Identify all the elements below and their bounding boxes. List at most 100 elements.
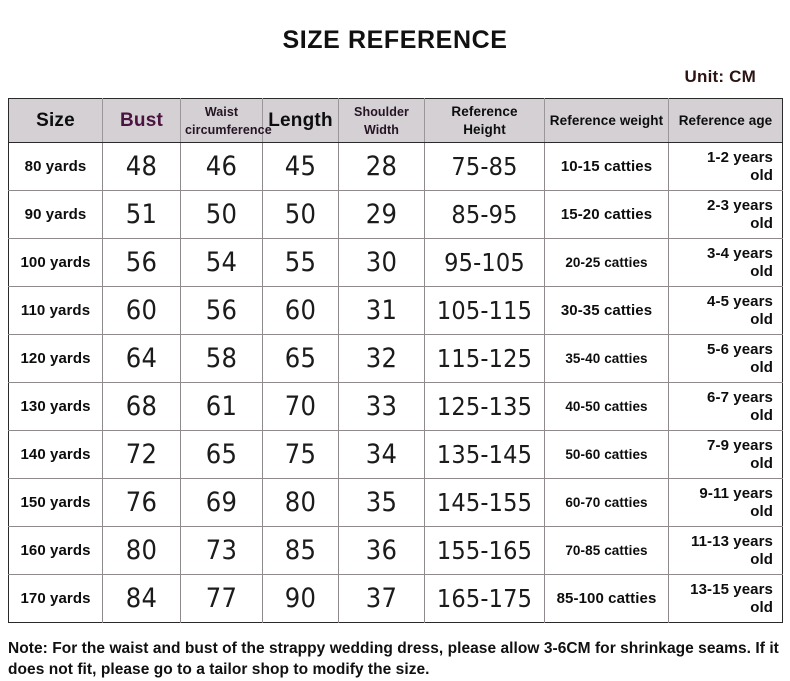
cell-size-value: 110 yards — [20, 301, 91, 319]
page-title: SIZE REFERENCE — [282, 26, 508, 54]
cell-shoulder-value: 37 — [365, 583, 398, 614]
cell-waist: 61 — [180, 382, 263, 431]
cell-shoulder-value: 36 — [365, 535, 398, 566]
cell-age-line1: 4-5 years — [707, 293, 773, 311]
column-header-waist-circumference: Waist circumference — [180, 98, 272, 143]
cell-waist: 56 — [180, 286, 263, 335]
cell-waist-value: 65 — [205, 439, 238, 470]
column-header-shoulder-width: Shoulder Width — [338, 98, 425, 143]
cell-age-line1: 13-15 years — [690, 581, 773, 599]
cell-bust: 72 — [102, 430, 181, 479]
cell-shoulder: 37 — [338, 574, 425, 623]
cell-length-value: 65 — [284, 343, 317, 374]
cell-weight-value: 70-85 catties — [565, 542, 648, 558]
cell-weight-value: 10-15 catties — [560, 157, 653, 175]
cell-bust: 64 — [102, 334, 181, 383]
cell-bust: 48 — [102, 142, 181, 191]
cell-weight-value: 40-50 catties — [565, 398, 648, 414]
cell-height-value: 135-145 — [436, 440, 533, 469]
cell-shoulder-value: 30 — [365, 247, 398, 278]
cell-size: 100 yards — [8, 238, 103, 287]
column-header-size: Size — [8, 98, 103, 143]
title-block: SIZE REFERENCE — [0, 0, 790, 53]
cell-age-line2: old — [750, 262, 773, 280]
cell-age: 11-13 years old — [668, 526, 783, 575]
cell-age-line2: old — [750, 550, 773, 568]
cell-bust-value: 68 — [125, 391, 158, 422]
cell-weight: 40-50 catties — [544, 382, 669, 431]
cell-height: 75-85 — [424, 142, 545, 191]
cell-size: 120 yards — [8, 334, 103, 383]
cell-bust: 84 — [102, 574, 181, 623]
cell-age-line1: 5-6 years — [707, 341, 773, 359]
column-header-length: Length — [262, 98, 339, 143]
cell-age-line1: 6-7 years — [707, 389, 773, 407]
cell-age-line2: old — [750, 214, 773, 232]
cell-size: 160 yards — [8, 526, 103, 575]
cell-weight-value: 20-25 catties — [565, 254, 648, 270]
cell-shoulder: 33 — [338, 382, 425, 431]
cell-age-line1: 11-13 years — [690, 533, 773, 551]
cell-age-line1: 3-4 years — [707, 245, 773, 263]
cell-shoulder-value: 35 — [365, 487, 398, 518]
cell-waist-value: 50 — [205, 199, 238, 230]
cell-age: 1-2 years old — [668, 142, 783, 191]
cell-shoulder: 29 — [338, 190, 425, 239]
cell-shoulder-value: 29 — [365, 199, 398, 230]
size-reference-table-container: Size Bust Waist circumference Length Sho… — [8, 98, 783, 623]
cell-weight: 70-85 catties — [544, 526, 669, 575]
cell-size: 80 yards — [8, 142, 103, 191]
cell-length: 80 — [262, 478, 339, 527]
cell-length-value: 80 — [284, 487, 317, 518]
table-row: 120 yards 64 58 65 32 115-125 35-40 catt… — [8, 334, 783, 383]
cell-bust-value: 48 — [125, 151, 158, 182]
cell-shoulder: 30 — [338, 238, 425, 287]
cell-size-value: 130 yards — [20, 397, 91, 415]
cell-weight: 15-20 catties — [544, 190, 669, 239]
cell-age-line1: 1-2 years — [707, 149, 773, 167]
cell-waist-value: 46 — [205, 151, 238, 182]
table-row: 90 yards 51 50 50 29 85-95 15-20 catties… — [8, 190, 783, 239]
cell-bust-value: 72 — [125, 439, 158, 470]
cell-waist: 50 — [180, 190, 263, 239]
cell-weight: 30-35 catties — [544, 286, 669, 335]
cell-height: 165-175 — [424, 574, 545, 623]
cell-shoulder: 28 — [338, 142, 425, 191]
cell-waist: 46 — [180, 142, 263, 191]
table-header: Size Bust Waist circumference Length Sho… — [8, 98, 783, 143]
cell-weight-value: 85-100 catties — [556, 589, 657, 607]
cell-age-line2: old — [750, 502, 773, 520]
cell-bust-value: 80 — [125, 535, 158, 566]
column-header-reference-weight: Reference weight — [544, 98, 669, 143]
cell-size: 150 yards — [8, 478, 103, 527]
column-header-size-label: Size — [36, 109, 75, 131]
cell-size-value: 170 yards — [20, 589, 91, 607]
cell-weight: 35-40 catties — [544, 334, 669, 383]
table-body: 80 yards 48 46 45 28 75-85 10-15 catties… — [8, 142, 783, 623]
table-row: 100 yards 56 54 55 30 95-105 20-25 catti… — [8, 238, 783, 287]
cell-waist-value: 77 — [205, 583, 238, 614]
cell-waist-value: 69 — [205, 487, 238, 518]
cell-size-value: 90 yards — [24, 205, 87, 223]
cell-length: 60 — [262, 286, 339, 335]
column-header-length-label: Length — [268, 109, 333, 131]
cell-height-value: 75-85 — [451, 152, 518, 181]
cell-bust-value: 76 — [125, 487, 158, 518]
cell-shoulder-value: 28 — [365, 151, 398, 182]
cell-age: 2-3 years old — [668, 190, 783, 239]
cell-size: 140 yards — [8, 430, 103, 479]
cell-size: 110 yards — [8, 286, 103, 335]
cell-length-value: 45 — [284, 151, 317, 182]
cell-bust-value: 60 — [125, 295, 158, 326]
cell-waist: 69 — [180, 478, 263, 527]
cell-bust: 56 — [102, 238, 181, 287]
cell-weight: 10-15 catties — [544, 142, 669, 191]
unit-label: Unit: CM — [684, 67, 756, 86]
cell-height: 105-115 — [424, 286, 545, 335]
cell-length: 85 — [262, 526, 339, 575]
cell-height: 85-95 — [424, 190, 545, 239]
cell-weight: 60-70 catties — [544, 478, 669, 527]
table-row: 160 yards 80 73 85 36 155-165 70-85 catt… — [8, 526, 783, 575]
cell-waist-value: 58 — [205, 343, 238, 374]
cell-age: 4-5 years old — [668, 286, 783, 335]
